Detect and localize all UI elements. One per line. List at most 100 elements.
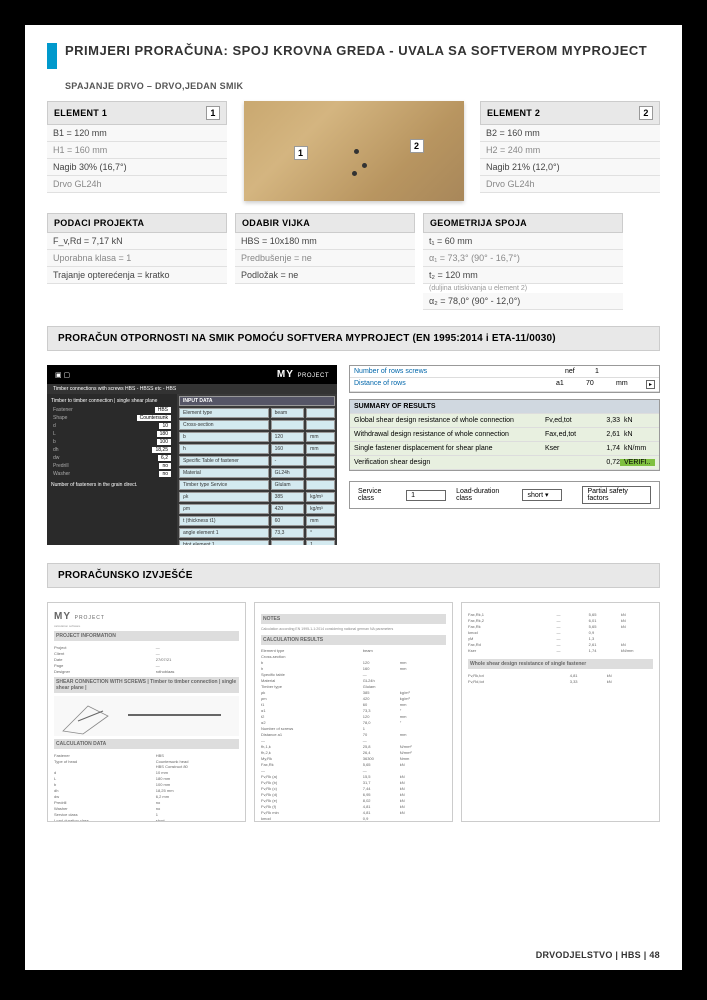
- elements-section: ELEMENT 1 1 B1 = 120 mm H1 = 160 mm Nagi…: [25, 91, 682, 207]
- element2-b: B2 = 160 mm: [480, 125, 660, 142]
- bolt-icon: [362, 163, 367, 168]
- report-line: fh,2,k26,4N/mm²: [261, 750, 446, 756]
- app-header: ▣ ▢ MY PROJECT: [47, 365, 337, 384]
- summary-row: Global shear design resistance of whole …: [350, 414, 659, 428]
- report-line: α173,3°: [261, 708, 446, 714]
- report-line: h160mm: [261, 666, 446, 672]
- controls-row: Service class 1 Load-duration class shor…: [349, 481, 660, 509]
- table-hdr: INPUT DATA: [179, 396, 335, 406]
- sidebar-item: dh18,25: [51, 446, 173, 454]
- beam-diagram-icon: [58, 696, 118, 736]
- calc-section-title: PRORAČUN OTPORNOSTI NA SMIK POMOĆU SOFTV…: [47, 326, 660, 351]
- sidebar-title: Timber to timber connection | single she…: [51, 398, 173, 404]
- sidebar-footer: Number of fasteners in the grain direct.: [51, 482, 173, 488]
- report-line: Fax,Rk,2—6,01kN: [468, 617, 653, 623]
- report-line: ——: [261, 738, 446, 744]
- beam-photo: 1 2: [244, 101, 464, 201]
- report-page-2: NOTES Calculation according EN 1995-1-1:…: [254, 602, 453, 822]
- summary-row: Single fastener displacement for shear p…: [350, 442, 659, 456]
- element1-h: H1 = 160 mm: [47, 142, 227, 159]
- service-class-label: Service class: [358, 488, 396, 502]
- load-duration-label: Load-duration class: [456, 488, 512, 502]
- report-line: Element typebeam: [261, 648, 446, 654]
- report-line: α278,0°: [261, 720, 446, 726]
- report-page-1: MY PROJECT calculation software PROJECT …: [47, 602, 246, 822]
- geom-r3-note: (duljina utiskivanja u element 2): [423, 284, 623, 293]
- app-main: INPUT DATA Element typebeamCross-section…: [177, 394, 337, 545]
- report-diagram: [54, 696, 239, 736]
- service-class-select[interactable]: 1: [406, 490, 446, 501]
- project-data-header: PODACI PROJEKTA: [47, 213, 227, 233]
- report-line: Fv,Rk min4,81kN: [261, 810, 446, 816]
- report-line: Timber typeGlulam: [261, 684, 446, 690]
- sidebar-item: L180: [51, 430, 173, 438]
- page-subtitle: SPAJANJE DRVO – DRVO,JEDAN SMIK: [25, 77, 682, 91]
- report-pages: MY PROJECT calculation software PROJECT …: [25, 594, 682, 830]
- element2-nagib: Nagib 21% (12,0°): [480, 159, 660, 176]
- odabir-r2: Predbušenje = ne: [235, 250, 415, 267]
- sidebar-item: Predrillno: [51, 462, 173, 470]
- summary-row-verify: Verification shear design 0,72 VERIFI..: [350, 456, 659, 470]
- report-section-title: PRORAČUNSKO IZVJEŠĆE: [47, 563, 660, 588]
- report-h2: SHEAR CONNECTION WITH SCREWS | Timber to…: [54, 677, 239, 693]
- sidebar-item: b100: [51, 438, 173, 446]
- geom-r3: t₂ = 120 mm: [423, 267, 623, 284]
- podaci-r2: Uporabna klasa = 1: [47, 250, 227, 267]
- input-table: INPUT DATA Element typebeamCross-section…: [177, 394, 337, 545]
- report-line: Fv,Rk,tot4,81kN: [468, 672, 653, 678]
- element2-box: ELEMENT 2 2 B2 = 160 mm H2 = 240 mm Nagi…: [480, 101, 660, 201]
- rows-table: Number of rows screws nef 1 Distance of …: [349, 365, 660, 393]
- report2-h1: NOTES: [261, 614, 446, 624]
- summary-panel: Number of rows screws nef 1 Distance of …: [349, 365, 660, 509]
- dropdown-icon[interactable]: ▸: [646, 380, 655, 389]
- report2-h2: CALCULATION RESULTS: [261, 635, 446, 645]
- page-title: PRIMJERI PRORAČUNA: SPOJ KROVNA GREDA - …: [65, 43, 647, 59]
- report-line: γM—1,3: [468, 635, 653, 641]
- report-line: ——: [261, 768, 446, 774]
- project-data-box: PODACI PROJEKTA F_v,Rd = 7,17 kN Uporabn…: [47, 213, 227, 310]
- sidebar-item: dw6,2: [51, 454, 173, 462]
- odabir-r3: Podložak = ne: [235, 267, 415, 284]
- screw-header: ODABIR VIJKA: [235, 213, 415, 233]
- screenshots-section: ▣ ▢ MY PROJECT Timber connections with s…: [25, 357, 682, 553]
- bolt-icon: [352, 171, 357, 176]
- report-line: ρm420kg/m³: [261, 696, 446, 702]
- report-line: kmod0,9: [261, 816, 446, 822]
- data-section: PODACI PROJEKTA F_v,Rd = 7,17 kN Uporabn…: [25, 207, 682, 316]
- geometry-header: GEOMETRIJA SPOJA: [423, 213, 623, 233]
- element2-drvo: Drvo GL24h: [480, 176, 660, 193]
- report-line: Number of screws1: [261, 726, 446, 732]
- app-subtitle: Timber connections with screws HBS - HBS…: [47, 384, 337, 394]
- report-line: Fv,Rk (c)7,44kN: [261, 786, 446, 792]
- safety-factors-button[interactable]: Partial safety factors: [582, 486, 651, 504]
- report-line: Fv,Rk (f)4,81kN: [261, 804, 446, 810]
- report-h1: PROJECT INFORMATION: [54, 631, 239, 641]
- report-line: Fax,Rk—5,65kN: [468, 623, 653, 629]
- report-line: ρk385kg/m³: [261, 690, 446, 696]
- report-line: Fv,Rk (e)8,02kN: [261, 798, 446, 804]
- report-line: Fv,Rk (a)15,5kN: [261, 774, 446, 780]
- sidebar-item: d10: [51, 422, 173, 430]
- element2-num: 2: [639, 106, 653, 120]
- report-line: Specific table—: [261, 672, 446, 678]
- report-line: Fax,Rk,1—5,65kN: [468, 611, 653, 617]
- summary-header: SUMMARY OF RESULTS: [350, 400, 659, 414]
- load-duration-select[interactable]: short ▾: [522, 489, 562, 501]
- element1-b: B1 = 120 mm: [47, 125, 227, 142]
- element1-nagib: Nagib 30% (16,7°): [47, 159, 227, 176]
- report-logo: MY PROJECT: [54, 611, 239, 622]
- report-line: Designerrothoblaas: [54, 668, 239, 674]
- podaci-r1: F_v,Rd = 7,17 kN: [47, 233, 227, 250]
- window-icon: ▣ ▢: [55, 371, 70, 379]
- report-line: Cross-section: [261, 654, 446, 660]
- report-page-3: Fax,Rk,1—5,65kNFax,Rk,2—6,01kNFax,Rk—5,6…: [461, 602, 660, 822]
- podaci-r3: Trajanje opterećenja = kratko: [47, 267, 227, 284]
- page-header: PRIMJERI PRORAČUNA: SPOJ KROVNA GREDA - …: [25, 25, 682, 77]
- element1-box: ELEMENT 1 1 B1 = 120 mm H1 = 160 mm Nagi…: [47, 101, 227, 201]
- report-line: fh,1,k25,8N/mm²: [261, 744, 446, 750]
- summary-row: Withdrawal design resistance of whole co…: [350, 428, 659, 442]
- odabir-r1: HBS = 10x180 mm: [235, 233, 415, 250]
- geom-r2: α₁ = 73,3° (90° - 16,7°): [423, 250, 623, 267]
- report-line: b120mm: [261, 660, 446, 666]
- geometry-box: GEOMETRIJA SPOJA t₁ = 60 mm α₁ = 73,3° (…: [423, 213, 623, 310]
